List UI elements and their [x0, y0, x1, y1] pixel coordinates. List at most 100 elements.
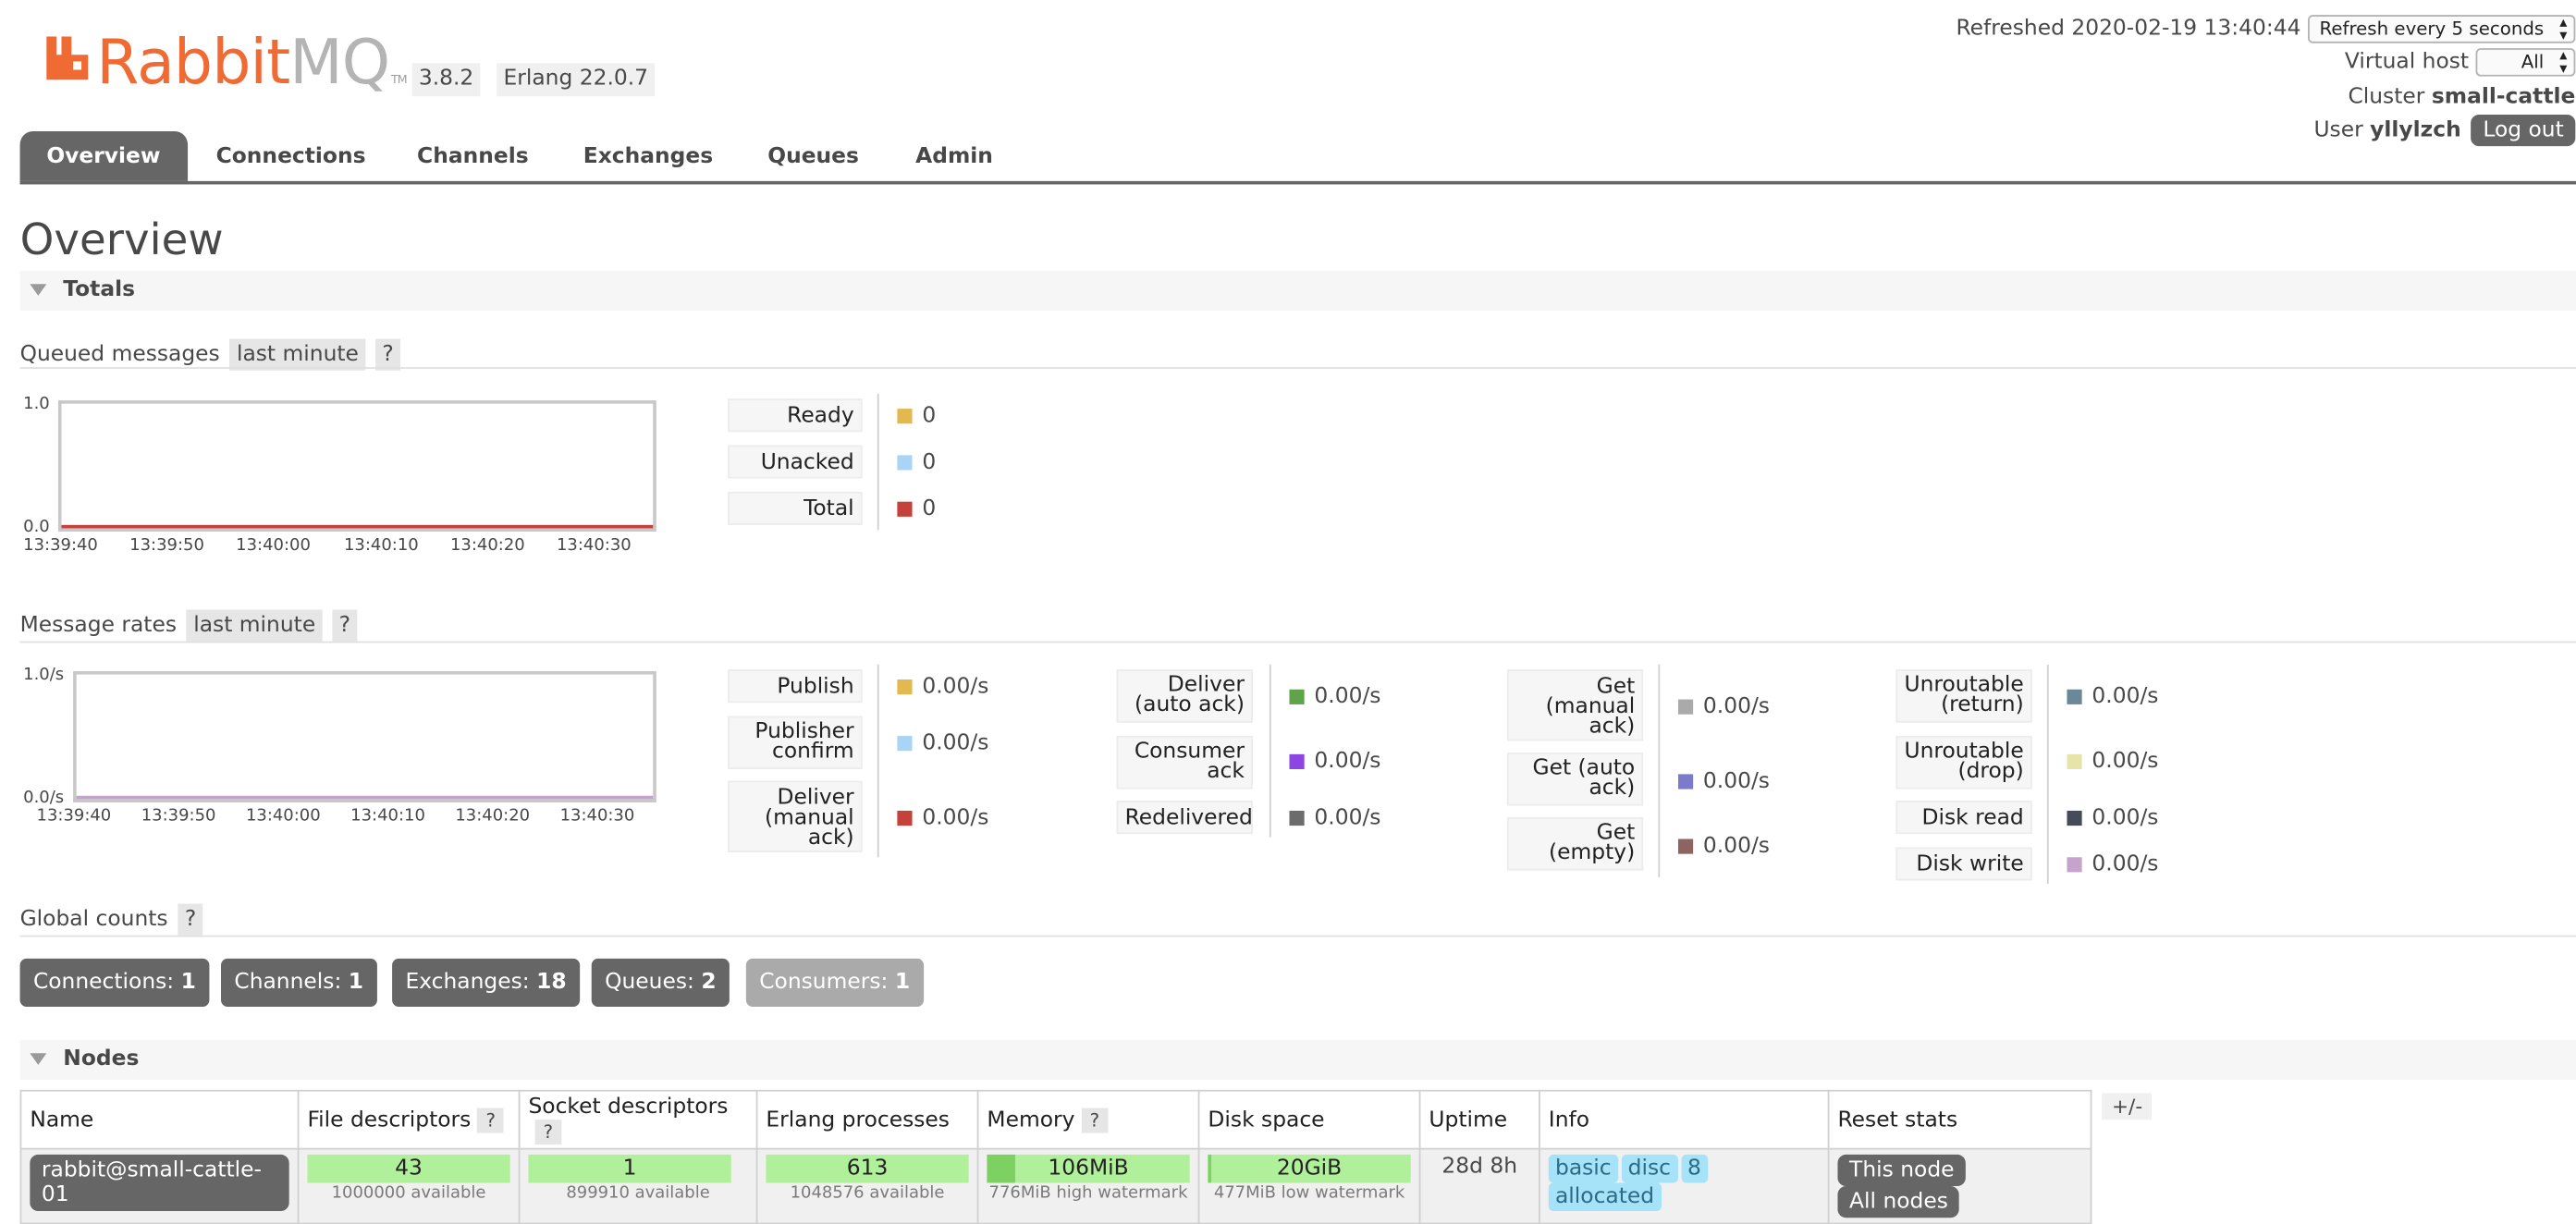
info-badge-allocated[interactable]: allocated — [1548, 1182, 1662, 1212]
publisher-confirm-value: 0.00/s — [897, 731, 988, 756]
disk-write-series-line — [76, 795, 654, 800]
help-button[interactable]: ? — [477, 1107, 504, 1132]
nodes-table-header: Name File descriptors? Socket descriptor… — [19, 1089, 2092, 1150]
queued-messages-chart — [57, 400, 656, 532]
queues-count-button[interactable]: Queues: 2 — [591, 958, 730, 1007]
help-button[interactable]: ? — [534, 1120, 562, 1145]
divider — [19, 641, 2576, 643]
vhost-label: Virtual host — [2344, 49, 2470, 75]
global-counts-title: Global counts — [19, 907, 168, 933]
unacked-label: Unacked — [728, 445, 863, 479]
stat-separator — [877, 393, 879, 531]
queued-x-tick: 13:40:10 — [343, 536, 419, 556]
publish-label: Publish — [728, 669, 863, 704]
col-uptime: Uptime — [1418, 1089, 1540, 1150]
channels-count-button[interactable]: Channels: 1 — [221, 958, 377, 1007]
reset-this-node-button[interactable]: This node — [1837, 1154, 1967, 1187]
tab-overview[interactable]: Overview — [19, 130, 188, 181]
version-badge: 3.8.2 — [411, 63, 481, 97]
message-rates-title: Message rates — [19, 613, 178, 639]
user-row: User yllylzch Log out — [2313, 114, 2576, 147]
brand-mq: MQ — [289, 26, 390, 99]
brand-logo: RabbitMQ TM — [96, 27, 407, 98]
col-memory: Memory? — [976, 1089, 1200, 1150]
vhost-select[interactable]: All ▴ ▾ — [2475, 48, 2576, 78]
global-counts-help-button[interactable]: ? — [178, 903, 203, 936]
rates-x-tick: 13:39:40 — [36, 807, 112, 826]
disk-fill — [1208, 1154, 1212, 1183]
publish-value: 0.00/s — [897, 675, 988, 700]
consumers-count-button[interactable]: Consumers: 1 — [745, 958, 924, 1007]
disk-watermark: 477MiB low watermark — [1213, 1184, 1405, 1204]
logout-button[interactable]: Log out — [2471, 114, 2576, 147]
cluster-name: small-cattle — [2431, 84, 2576, 110]
reset-all-nodes-button[interactable]: All nodes — [1837, 1186, 1960, 1218]
queued-x-tick: 13:40:00 — [236, 536, 311, 556]
get-auto-ack-label: Get (auto ack) — [1506, 753, 1644, 806]
get-auto-ack-swatch — [1677, 774, 1694, 789]
connections-count-button[interactable]: Connections: 1 — [19, 958, 210, 1007]
uptime-cell: 28d 8h — [1418, 1147, 1540, 1224]
refreshed-timestamp: Refreshed 2020-02-19 13:40:44 — [1956, 16, 2301, 42]
queued-help-button[interactable]: ? — [375, 338, 400, 371]
fd-available: 1000000 available — [331, 1184, 486, 1204]
get-empty-label: Get (empty) — [1506, 817, 1644, 871]
queued-y-bottom-label: 0.0 — [23, 518, 50, 537]
tab-admin[interactable]: Admin — [915, 144, 993, 170]
refresh-interval-select[interactable]: Refresh every 5 seconds ▴ ▾ — [2307, 15, 2576, 44]
deliver-manual-ack-label: Deliver (manual ack) — [728, 780, 863, 852]
disk-read-value: 0.00/s — [2067, 806, 2158, 831]
unacked-swatch — [897, 455, 913, 471]
rates-y-top-label: 1.0/s — [23, 666, 65, 685]
col-file-descriptors: File descriptors? — [297, 1089, 521, 1150]
unroutable-drop-swatch — [2067, 753, 2082, 770]
disk-read-swatch — [2067, 810, 2082, 826]
memory-cell: 106MiB 776MiB high watermark — [976, 1147, 1200, 1224]
socket-cell: 1 899910 available — [518, 1147, 758, 1224]
col-disk-space: Disk space — [1197, 1089, 1421, 1150]
node-name-link[interactable]: rabbit@small-cattle-01 — [30, 1154, 289, 1212]
stat-separator — [1658, 664, 1661, 877]
tab-exchanges[interactable]: Exchanges — [583, 144, 714, 170]
tab-connections[interactable]: Connections — [215, 144, 366, 170]
message-rates-heading: Message rates last minute ? — [19, 609, 358, 642]
ready-label: Ready — [728, 398, 863, 433]
redelivered-label: Redelivered — [1116, 801, 1253, 835]
user-label: User — [2313, 117, 2363, 143]
queued-x-tick: 13:40:20 — [449, 536, 525, 556]
rates-x-tick: 13:40:20 — [455, 807, 531, 826]
erlang-available: 1048576 available — [790, 1184, 945, 1204]
deliver-manual-ack-value: 0.00/s — [897, 806, 988, 831]
unroutable-return-label: Unroutable (return) — [1895, 669, 2032, 723]
tab-queues[interactable]: Queues — [767, 144, 859, 170]
consumer-ack-value: 0.00/s — [1289, 749, 1381, 774]
queued-range-selector[interactable]: last minute — [229, 338, 366, 371]
refresh-row: Refreshed 2020-02-19 13:40:44 Refresh ev… — [1956, 15, 2576, 44]
tab-channels[interactable]: Channels — [417, 144, 529, 170]
erlang-version-badge: Erlang 22.0.7 — [497, 63, 656, 97]
columns-toggle-button[interactable]: +/- — [2102, 1093, 2153, 1120]
nodes-table: Name File descriptors? Socket descriptor… — [19, 1089, 2092, 1224]
rates-x-tick: 13:40:10 — [350, 807, 425, 826]
disk-cell: 20GiB 477MiB low watermark — [1197, 1147, 1421, 1224]
stat-separator — [2046, 664, 2049, 885]
queued-messages-heading: Queued messages last minute ? — [19, 338, 400, 371]
rates-help-button[interactable]: ? — [332, 609, 358, 642]
nodes-title: Nodes — [63, 1047, 140, 1072]
total-swatch — [897, 501, 913, 517]
stat-separator — [1269, 664, 1271, 838]
queued-messages-title: Queued messages — [19, 342, 220, 368]
memory-watermark: 776MiB high watermark — [988, 1184, 1188, 1204]
unacked-value: 0 — [897, 450, 936, 475]
rates-x-tick: 13:39:50 — [141, 807, 216, 826]
totals-section-header[interactable]: Totals — [19, 270, 2576, 312]
help-button[interactable]: ? — [1081, 1107, 1109, 1132]
deliver-auto-ack-swatch — [1289, 689, 1305, 704]
rates-range-selector[interactable]: last minute — [187, 609, 323, 642]
exchanges-count-button[interactable]: Exchanges: 18 — [392, 958, 581, 1007]
memory-bar: 106MiB — [987, 1154, 1190, 1183]
unroutable-drop-value: 0.00/s — [2067, 749, 2158, 774]
nodes-section-header[interactable]: Nodes — [19, 1039, 2576, 1081]
queued-x-tick: 13:39:40 — [23, 536, 98, 556]
divider — [19, 935, 2576, 937]
